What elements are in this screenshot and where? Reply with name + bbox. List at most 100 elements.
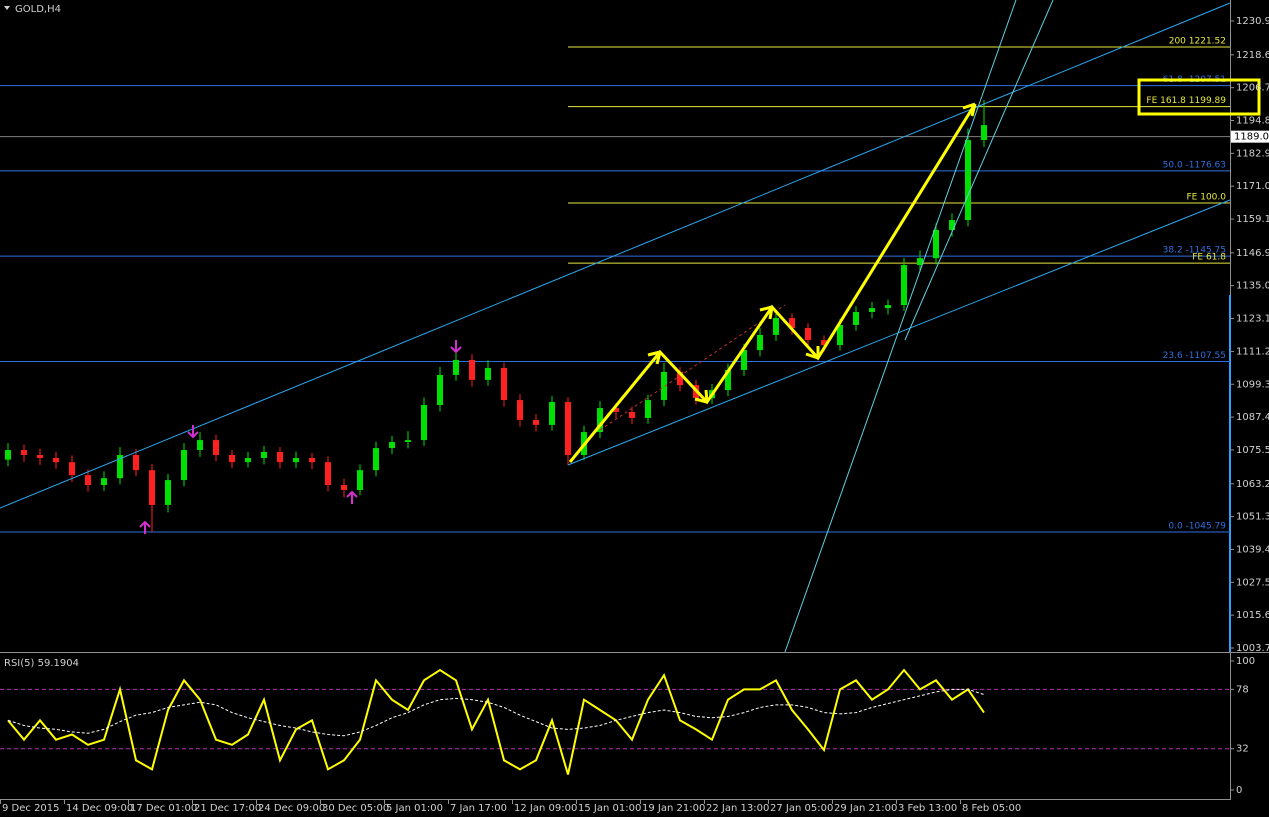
y-tick-label: 32: [1236, 744, 1249, 755]
trend-line: [784, 0, 1017, 653]
y-tick-label: 1039.47: [1236, 544, 1269, 555]
fe-label: FE 61.8: [1192, 253, 1226, 263]
candle-body: [981, 125, 987, 141]
candle-body: [133, 454, 139, 471]
y-tick-label: 1075.52: [1236, 445, 1269, 456]
x-tick-label: 27 Jan 05:00: [770, 803, 833, 814]
y-tick-label: 1182.97: [1236, 148, 1269, 159]
candle-body: [741, 350, 747, 370]
candle-body: [533, 419, 539, 425]
y-tick-label: 0: [1236, 785, 1242, 796]
candle-body: [677, 371, 683, 386]
x-tick-label: 22 Jan 13:00: [706, 803, 769, 814]
y-tick-label: 1015.67: [1236, 610, 1269, 621]
fib-label: 38.2 -1145.75: [1163, 246, 1226, 256]
candle-body: [277, 451, 283, 463]
fe-label: FE 100.0: [1187, 192, 1227, 202]
candle-body: [37, 454, 43, 459]
y-tick-label: 1027.57: [1236, 577, 1269, 588]
candle-body: [149, 470, 155, 505]
y-tick-label: 1146.92: [1236, 248, 1269, 259]
fe-label: FE 161.8 1199.89: [1146, 96, 1226, 106]
candle-body: [501, 368, 507, 401]
arrowheads: [647, 102, 977, 404]
candle-body: [869, 308, 875, 312]
y-tick-label: 1159.17: [1236, 214, 1269, 225]
trend-line: [904, 0, 1054, 341]
candle-body: [357, 470, 363, 491]
candle-body: [5, 450, 11, 460]
candle-body: [165, 480, 171, 505]
trend-line: [0, 2, 1231, 509]
dropdown-icon[interactable]: [4, 6, 10, 10]
candle-body: [517, 400, 523, 420]
dashed-line: [599, 304, 786, 431]
fib-label: 50.0 -1176.63: [1163, 160, 1226, 170]
y-tick-label: 1218.67: [1236, 50, 1269, 61]
zigzag: [568, 103, 977, 463]
y-tick-label: 1099.32: [1236, 379, 1269, 390]
candle-body: [309, 458, 315, 463]
rsi-title: RSI(5) 59.1904: [4, 658, 79, 669]
candle-body: [437, 374, 443, 406]
candle-body: [965, 140, 971, 221]
candle-body: [565, 401, 571, 455]
candle-body: [213, 440, 219, 455]
candle-body: [293, 458, 299, 463]
candle-body: [389, 441, 395, 449]
candle-body: [917, 258, 923, 266]
candle-body: [469, 360, 475, 380]
candle-body: [613, 408, 619, 412]
candle-body: [325, 462, 331, 486]
x-tick-label: 5 Jan 01:00: [386, 803, 443, 814]
candle-body: [661, 371, 667, 401]
fib-label: 23.6 -1107.55: [1163, 351, 1226, 361]
candle-body: [197, 440, 203, 451]
fractal-arrows: [139, 340, 462, 534]
y-tick-label: 78: [1236, 684, 1249, 695]
y-tick-label: 1194.87: [1236, 116, 1269, 127]
x-tick-label: 8 Feb 05:00: [962, 803, 1021, 814]
y-tick-label: 1135.02: [1236, 281, 1269, 292]
x-tick-label: 3 Feb 13:00: [898, 803, 957, 814]
candle-body: [773, 318, 779, 335]
candle-body: [85, 475, 91, 486]
chart-title: GOLD,H4: [15, 4, 61, 15]
candle-body: [837, 324, 843, 346]
candle-body: [101, 478, 107, 486]
x-tick-label: 9 Dec 2015: [2, 803, 60, 814]
candle-body: [949, 220, 955, 231]
rsi-line: [7, 688, 985, 737]
x-tick-label: 15 Jan 01:00: [578, 803, 641, 814]
candle-body: [805, 328, 811, 341]
y-tick-label: 100: [1236, 656, 1255, 667]
x-tick-label: 17 Dec 01:00: [130, 803, 197, 814]
y-tick-label: 1206.77: [1236, 83, 1269, 94]
fe-label: 200 1221.52: [1169, 36, 1226, 46]
candle-body: [341, 485, 347, 491]
candle-body: [821, 340, 827, 346]
x-tick-label: 21 Dec 17:00: [194, 803, 261, 814]
drawings: [0, 0, 1261, 653]
candle-body: [933, 230, 939, 259]
y-tick-label: 1171.07: [1236, 181, 1269, 192]
candle-body: [69, 462, 75, 476]
candle-body: [645, 400, 651, 418]
x-tick-label: 19 Jan 21:00: [642, 803, 705, 814]
candle-body: [725, 369, 731, 391]
candle-body: [629, 411, 635, 418]
candle-body: [853, 311, 859, 325]
candle-body: [901, 265, 907, 306]
candle-body: [21, 450, 27, 455]
rsi-line: [7, 668, 985, 775]
price-tag: [1231, 130, 1269, 143]
candle-body: [485, 368, 491, 380]
x-tick-label: 7 Jan 17:00: [450, 803, 507, 814]
y-tick-label: 1063.27: [1236, 479, 1269, 490]
candle-body: [597, 408, 603, 433]
candle-body: [453, 360, 459, 375]
x-tick-label: 24 Dec 09:00: [258, 803, 325, 814]
